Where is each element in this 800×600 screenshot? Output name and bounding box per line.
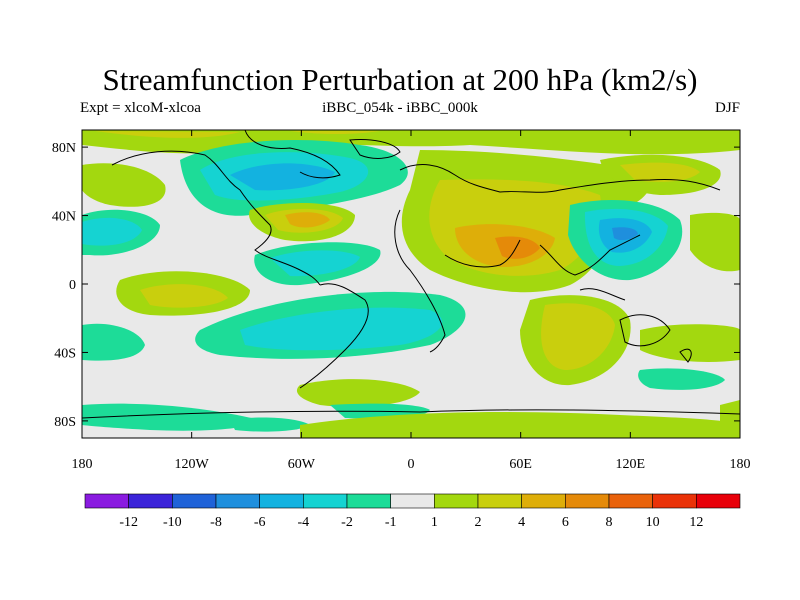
latitude-axis: 80N 40N 0 40S 80S	[52, 141, 740, 430]
experiment-label: Expt = xlcoM-xlcoa	[80, 100, 201, 116]
colorbar-box	[215, 493, 260, 509]
colorbar-box	[259, 493, 304, 509]
colorbar-box	[608, 493, 653, 509]
lat-label: 80N	[52, 141, 76, 156]
colorbar-label: 10	[646, 515, 660, 530]
difference-label: iBBC_054k - iBBC_000k	[322, 100, 478, 116]
lon-label: 120W	[175, 457, 210, 472]
colorbar-label: 12	[689, 515, 703, 530]
longitude-axis: 180 120W 60W 0 60E 120E 180	[72, 130, 751, 472]
colorbar-box	[346, 493, 391, 509]
lat-label: 0	[69, 278, 76, 293]
lat-label: 40N	[52, 210, 76, 225]
lon-label: 60W	[288, 457, 316, 472]
colorbar-box	[652, 493, 697, 509]
colorbar-label: -4	[297, 515, 309, 530]
lat-label: 80S	[54, 415, 76, 430]
colorbar-box	[172, 493, 217, 509]
colorbar-box	[128, 493, 173, 509]
colorbar-label: -12	[119, 515, 138, 530]
colorbar-label: 6	[562, 515, 569, 530]
colorbar-label: -8	[210, 515, 222, 530]
contour-field	[82, 130, 740, 438]
colorbar-box	[521, 493, 566, 509]
lon-label: 60E	[509, 457, 532, 472]
colorbar-label: -1	[385, 515, 397, 530]
colorbar-box	[390, 493, 435, 509]
colorbar-box	[477, 493, 522, 509]
lon-label: 0	[408, 457, 415, 472]
season-label: DJF	[714, 100, 740, 116]
colorbar-label: 4	[518, 515, 525, 530]
colorbar: -12 -10 -8 -6 -4 -2 -1 1 2 4 6 8 10 12	[84, 493, 741, 530]
lon-label: 180	[730, 457, 751, 472]
lat-label: 40S	[54, 346, 76, 361]
colorbar-label: -10	[163, 515, 182, 530]
colorbar-label: -2	[341, 515, 353, 530]
colorbar-box	[696, 493, 741, 509]
colorbar-box	[565, 493, 610, 509]
colorbar-label: 8	[606, 515, 613, 530]
colorbar-box	[434, 493, 479, 509]
colorbar-box	[303, 493, 348, 509]
colorbar-label: -6	[254, 515, 266, 530]
lon-label: 180	[72, 457, 93, 472]
colorbar-label: 2	[475, 515, 482, 530]
coastlines	[82, 130, 740, 419]
plot-title: Streamfunction Perturbation at 200 hPa (…	[102, 62, 698, 97]
colorbar-label: 1	[431, 515, 438, 530]
colorbar-box	[84, 493, 129, 509]
lon-label: 120E	[616, 457, 646, 472]
